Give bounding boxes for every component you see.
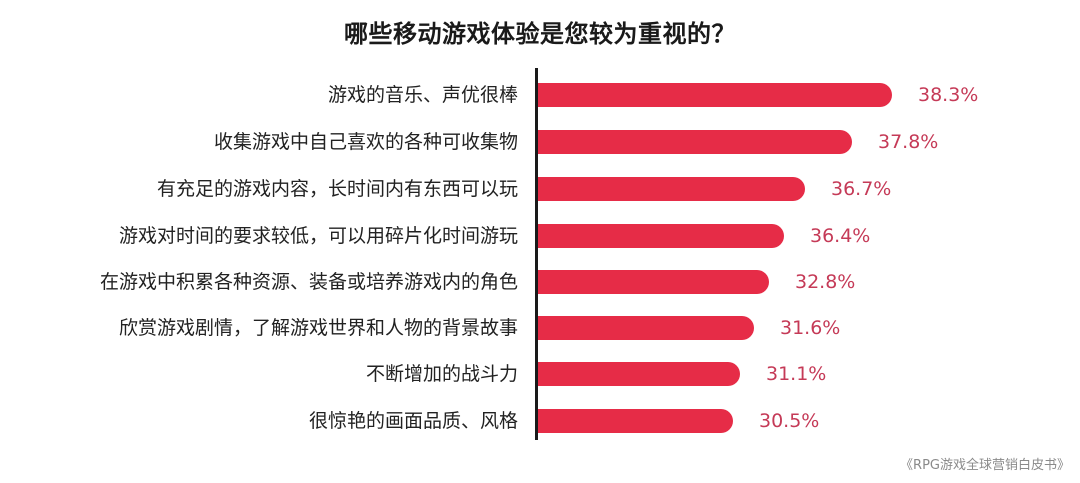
- value-label: 31.1%: [766, 363, 827, 385]
- bar: [538, 270, 769, 294]
- bar: [538, 409, 733, 433]
- bar: [538, 83, 892, 107]
- bar: [538, 177, 805, 201]
- value-label: 36.7%: [831, 178, 892, 200]
- value-label: 38.3%: [918, 84, 979, 106]
- category-label: 很惊艳的画面品质、风格: [308, 410, 518, 432]
- value-label: 37.8%: [878, 131, 939, 153]
- bar: [538, 362, 740, 386]
- category-label: 游戏的音乐、声优很棒: [327, 84, 518, 106]
- value-label: 31.6%: [780, 317, 841, 339]
- category-label: 有充足的游戏内容，长时间内有东西可以玩: [156, 178, 518, 200]
- bar-row: 收集游戏中自己喜欢的各种可收集物 37.8%: [0, 130, 1080, 154]
- value-label: 36.4%: [810, 225, 871, 247]
- value-label: 30.5%: [759, 410, 820, 432]
- bar: [538, 130, 852, 154]
- bar-row: 在游戏中积累各种资源、装备或培养游戏内的角色 32.8%: [0, 270, 1080, 294]
- bar: [538, 224, 784, 248]
- y-axis-line: [535, 68, 538, 440]
- category-label: 收集游戏中自己喜欢的各种可收集物: [213, 131, 518, 153]
- category-label: 欣赏游戏剧情，了解游戏世界和人物的背景故事: [118, 317, 518, 339]
- category-label: 在游戏中积累各种资源、装备或培养游戏内的角色: [99, 271, 518, 293]
- bar-row: 很惊艳的画面品质、风格 30.5%: [0, 409, 1080, 433]
- category-label: 游戏对时间的要求较低，可以用碎片化时间游玩: [118, 225, 518, 247]
- bar-row: 不断增加的战斗力 31.1%: [0, 362, 1080, 386]
- source-caption: 《RPG游戏全球营销白皮书》: [900, 458, 1070, 473]
- bar-row: 游戏的音乐、声优很棒 38.3%: [0, 83, 1080, 107]
- bar-row: 游戏对时间的要求较低，可以用碎片化时间游玩 36.4%: [0, 224, 1080, 248]
- bar-row: 有充足的游戏内容，长时间内有东西可以玩 36.7%: [0, 177, 1080, 201]
- bar: [538, 316, 754, 340]
- value-label: 32.8%: [795, 271, 856, 293]
- chart-title: 哪些移动游戏体验是您较为重视的？: [344, 20, 736, 48]
- bar-row: 欣赏游戏剧情，了解游戏世界和人物的背景故事 31.6%: [0, 316, 1080, 340]
- category-label: 不断增加的战斗力: [365, 363, 518, 385]
